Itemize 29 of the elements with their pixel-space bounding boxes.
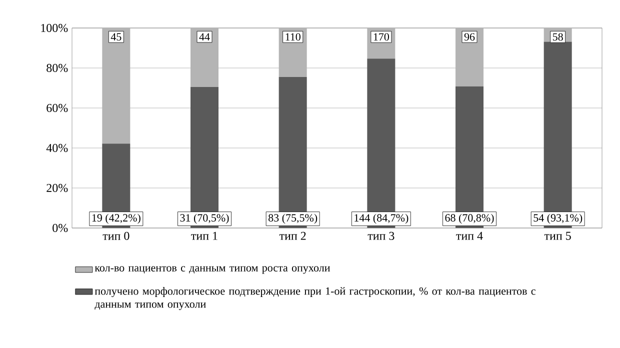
y-tick-label: 60%	[46, 104, 68, 112]
data-label: 31 (70,5%)	[180, 214, 229, 224]
y-tick-label: 20%	[46, 184, 68, 192]
bar	[190, 28, 219, 87]
bar	[456, 28, 484, 86]
y-tick-label: 0%	[52, 224, 68, 232]
bar	[102, 28, 130, 144]
y-tick-label: 80%	[46, 64, 68, 72]
x-tick-label: тип 0	[102, 232, 130, 240]
data-label: 83 (75,5%)	[268, 214, 318, 224]
legend-label: получено морфологическое подтверждение при 1-ой гастроскопии, % от кол-ва пациентов с данным типом опухоли	[94, 287, 536, 310]
y-tick-label: 100%	[41, 24, 68, 32]
x-tick-label: тип 4	[456, 232, 483, 240]
annotation: 44	[199, 33, 210, 40]
annotation: 170	[374, 33, 390, 41]
x-tick-label: тип 2	[279, 232, 306, 240]
annotation: 110	[286, 33, 300, 41]
x-tick-label: тип 5	[544, 232, 571, 240]
data-label: 68 (70,8%)	[445, 214, 494, 224]
annotation: 96	[464, 33, 475, 41]
annotation: 45	[110, 33, 122, 41]
annotation: 58	[552, 33, 563, 41]
y-tick-label: 40%	[46, 144, 68, 152]
x-tick-label: тип 3	[368, 232, 394, 240]
x-tick-label: тип 1	[191, 232, 218, 240]
data-label: 144 (84,7%)	[354, 214, 408, 224]
legend-label: кол-во пациентов с данным типом роста опухоли	[94, 266, 330, 274]
data-label: 54 (93,1%)	[534, 214, 582, 224]
data-label: 19 (42,2%)	[92, 214, 140, 224]
